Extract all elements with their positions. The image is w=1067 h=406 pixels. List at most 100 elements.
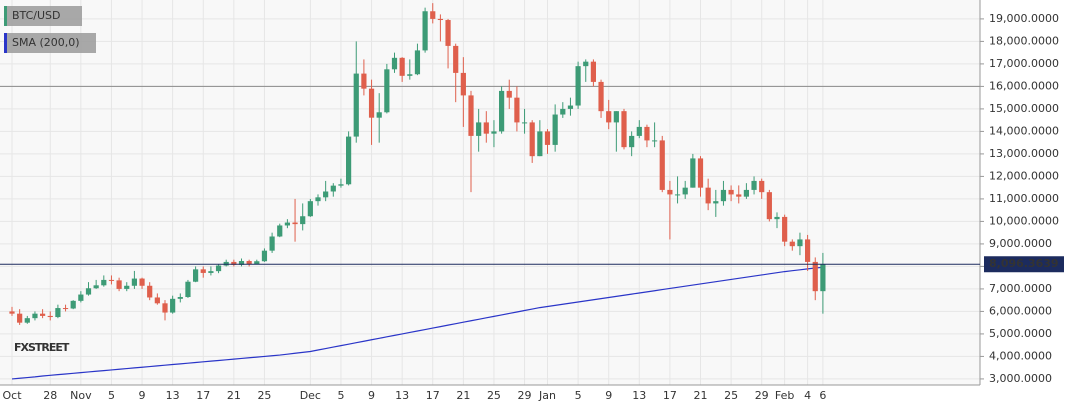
x-tick-label: 13	[632, 389, 646, 402]
y-tick-label: 11,000.0000	[989, 192, 1059, 205]
candle-body	[376, 112, 382, 118]
candle-body	[85, 288, 92, 295]
x-tick-label: 25	[724, 389, 738, 402]
candle-body	[621, 111, 627, 148]
candle-body	[170, 298, 176, 313]
candle-body	[261, 250, 268, 262]
candle-body	[759, 180, 765, 193]
candle-body	[353, 73, 359, 137]
candle-body	[70, 300, 76, 309]
x-tick-label: 21	[456, 389, 470, 402]
candle-body	[483, 122, 489, 134]
candle-body	[422, 11, 428, 51]
x-tick-label: 4	[804, 389, 811, 402]
candle-body	[414, 50, 421, 75]
candle-body	[453, 45, 459, 73]
candle-body	[284, 222, 290, 226]
x-tick-label: 9	[368, 389, 375, 402]
candle-body	[491, 131, 497, 134]
candle-body	[9, 311, 15, 314]
x-tick-label: Jan	[538, 389, 556, 402]
candle-body	[430, 11, 436, 19]
x-tick-label: 17	[196, 389, 210, 402]
x-tick-label: 5	[575, 389, 582, 402]
x-tick-label: 5	[108, 389, 115, 402]
candle-body	[307, 201, 313, 217]
candle-body	[384, 69, 390, 113]
candle-body	[40, 313, 46, 316]
y-tick-label: 15,000.0000	[989, 102, 1059, 115]
candle-body	[583, 61, 589, 67]
x-tick-label: 9	[605, 389, 612, 402]
candle-body	[154, 297, 160, 304]
candle-body	[499, 90, 505, 132]
y-tick-label: 18,000.0000	[989, 34, 1059, 47]
x-tick-label: 6	[819, 389, 826, 402]
y-tick-label: 16,000.0000	[989, 79, 1059, 92]
legend-swatch	[4, 33, 7, 53]
x-tick-label: 9	[139, 389, 146, 402]
y-tick-label: 14,000.0000	[989, 124, 1059, 137]
candle-body	[820, 264, 826, 292]
candle-body	[177, 297, 183, 299]
candle-body	[774, 216, 780, 220]
x-tick-label: 29	[755, 389, 769, 402]
legend-label: SMA (200,0)	[12, 36, 80, 49]
candle-body	[652, 140, 658, 142]
candle-body	[223, 261, 229, 266]
candle-body	[346, 136, 352, 185]
x-tick-label: 17	[426, 389, 440, 402]
candle-body	[185, 281, 191, 298]
y-tick-label: 7,000.0000	[989, 282, 1052, 295]
x-tick-label: 21	[694, 389, 708, 402]
candle-body	[330, 185, 336, 192]
x-tick-label: 13	[166, 389, 180, 402]
candle-body	[644, 126, 650, 141]
candle-body	[315, 197, 321, 202]
candle-body	[391, 57, 398, 70]
candle-body	[124, 285, 130, 289]
candle-body	[743, 189, 749, 197]
candle-body	[338, 184, 344, 186]
candle-body	[682, 187, 688, 195]
x-tick-label: 21	[227, 389, 241, 402]
candle-body	[552, 114, 558, 145]
candle-body	[667, 189, 673, 195]
candle-body	[629, 135, 635, 148]
candle-body	[674, 194, 681, 196]
legend-swatch	[4, 6, 7, 26]
last-price-label: 8,096.3639	[989, 257, 1059, 270]
candle-body	[529, 122, 535, 157]
watermark: FXSTREET	[14, 341, 70, 354]
candle-body	[300, 216, 306, 225]
candle-body	[690, 158, 696, 188]
y-tick-label: 4,000.0000	[989, 349, 1052, 362]
candle-body	[468, 95, 474, 136]
candle-body	[292, 222, 298, 225]
candle-body	[215, 265, 222, 272]
candle-body	[537, 131, 543, 157]
candle-body	[720, 189, 727, 202]
candle-body	[713, 201, 719, 204]
candle-body	[697, 158, 704, 188]
x-tick-label: 17	[663, 389, 677, 402]
x-tick-label: 25	[487, 389, 501, 402]
candle-body	[728, 189, 734, 195]
candle-body	[766, 192, 772, 220]
candle-body	[231, 261, 237, 265]
candle-body	[147, 285, 153, 298]
candle-body	[544, 131, 551, 145]
y-tick-label: 3,000.0000	[989, 372, 1052, 385]
candle-body	[598, 81, 604, 112]
candle-body	[736, 194, 742, 197]
candle-body	[246, 261, 252, 265]
candle-body	[567, 105, 574, 109]
y-tick-label: 12,000.0000	[989, 169, 1059, 182]
candle-body	[47, 315, 53, 318]
candle-body	[17, 313, 23, 323]
candle-body	[407, 74, 413, 76]
candle-body	[108, 279, 115, 281]
candle-body	[78, 294, 84, 301]
candle-body	[93, 285, 99, 289]
